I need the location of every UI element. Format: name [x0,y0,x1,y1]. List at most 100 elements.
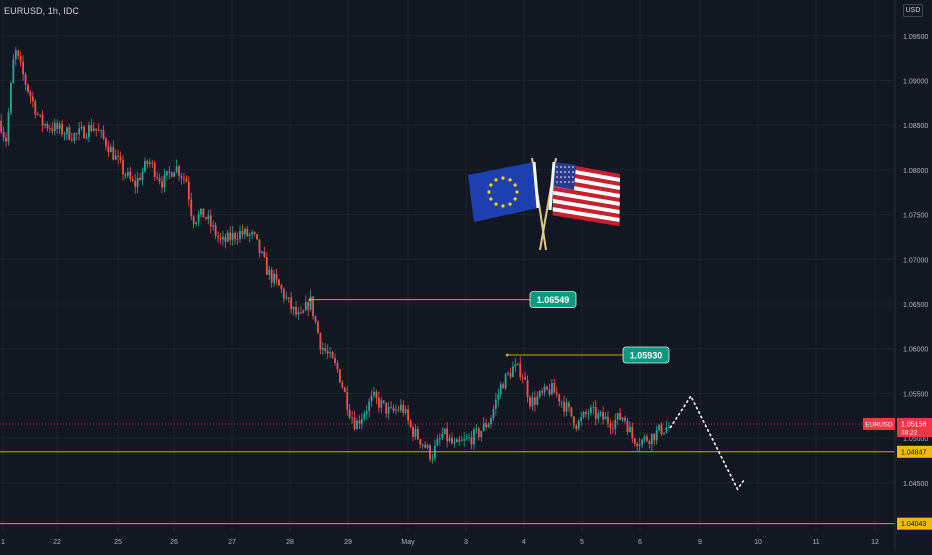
candle-body [114,155,117,160]
candle-body [504,373,507,389]
candle-body [477,428,480,438]
x-tick-label: 9 [698,539,702,546]
candle-body [592,406,595,408]
candle-body [441,434,444,439]
y-tick-label: 1.04500 [903,481,928,488]
candle-body [451,437,453,444]
candle-body [83,126,85,139]
projection-arrow[interactable] [669,394,745,491]
candle-body [490,418,492,425]
candle-body [390,406,392,408]
candle-body [190,199,193,217]
candle-body [46,124,49,129]
candle-body [51,128,54,132]
y-tick-label: 1.07500 [903,213,928,220]
candle-body [587,413,590,414]
x-tick-label: 22 [53,539,61,546]
candle-body [570,407,573,417]
currency-button[interactable]: USD [903,4,923,17]
level-callout[interactable] [622,346,670,364]
candle-body [312,296,314,317]
price-levels: 1.06549 1.05930 [0,291,895,525]
us-flag-icon [548,161,620,227]
candle-body [197,214,200,223]
candle-body [7,112,10,142]
candle-body [158,178,161,182]
candle-body [526,379,529,398]
candle-body [141,171,144,181]
candle-body [285,297,288,299]
candle-body [92,128,95,131]
projection-path [669,394,745,491]
candle-body [280,285,283,290]
level-anchor[interactable] [308,298,312,302]
x-tick-label: 10 [754,539,762,546]
candle-body [494,399,497,409]
candle-body [192,216,195,224]
candle-body [646,436,648,441]
candle-body [29,91,32,97]
candle-body [409,420,412,428]
symbol-label[interactable]: EURUSD, 1h, IDC [4,6,80,16]
candle-body [173,172,176,177]
candle-body [234,232,237,240]
candle-body [546,386,548,390]
candle-body [163,175,166,188]
candle-body [667,426,670,428]
candle-body [236,239,239,240]
candle-body [524,377,527,380]
x-tick-label: 1 [1,539,5,546]
countdown-label: 38:22 [901,429,918,436]
candle-body [112,146,115,160]
candle-body [282,289,285,299]
level-callout[interactable] [529,291,577,309]
candle-body [541,391,544,393]
candle-body [261,251,263,253]
candle-body [300,312,302,314]
candle-body [663,432,665,435]
level-anchor[interactable] [505,353,509,357]
candle-body [302,310,305,313]
candle-body [658,424,661,431]
candle-body [161,181,163,188]
candle-body [212,225,215,227]
candle-body [58,123,61,129]
candle-body [326,351,329,354]
candle-body [105,138,107,147]
candle-body [575,425,578,429]
candle-body [334,358,336,364]
candle-body [373,391,375,396]
candle-body [414,428,417,437]
candle-body [219,237,222,240]
candle-body [358,420,361,424]
candle-body [438,438,441,440]
candle-body [628,427,631,433]
candle-body [382,400,385,403]
candle-body [416,428,419,440]
price-axis[interactable]: 1.09500 1.09000 1.08500 1.08000 1.07500 1.070… [894,0,928,550]
candle-body [602,411,604,420]
candle-body [604,416,607,420]
candle-body [431,458,434,460]
candle-body [287,297,290,299]
y-tick-label: 1.09500 [903,34,928,41]
candle-body [109,146,112,153]
candle-body [538,391,541,397]
candle-body [563,401,565,412]
candle-body [599,411,602,414]
candle-body [465,438,468,440]
candle-body [85,137,88,139]
candle-body [136,177,139,187]
time-axis[interactable]: 1 22 25 26 27 28 29 May 3 4 5 6 9 10 11 12 [1,539,879,546]
candle-body [460,440,463,442]
candle-body [175,166,178,173]
candle-body [14,50,17,60]
candle-body [514,364,517,367]
candle-body [226,232,229,242]
candle-body [482,423,485,431]
candle-body [499,384,502,395]
candle-body [621,417,624,420]
